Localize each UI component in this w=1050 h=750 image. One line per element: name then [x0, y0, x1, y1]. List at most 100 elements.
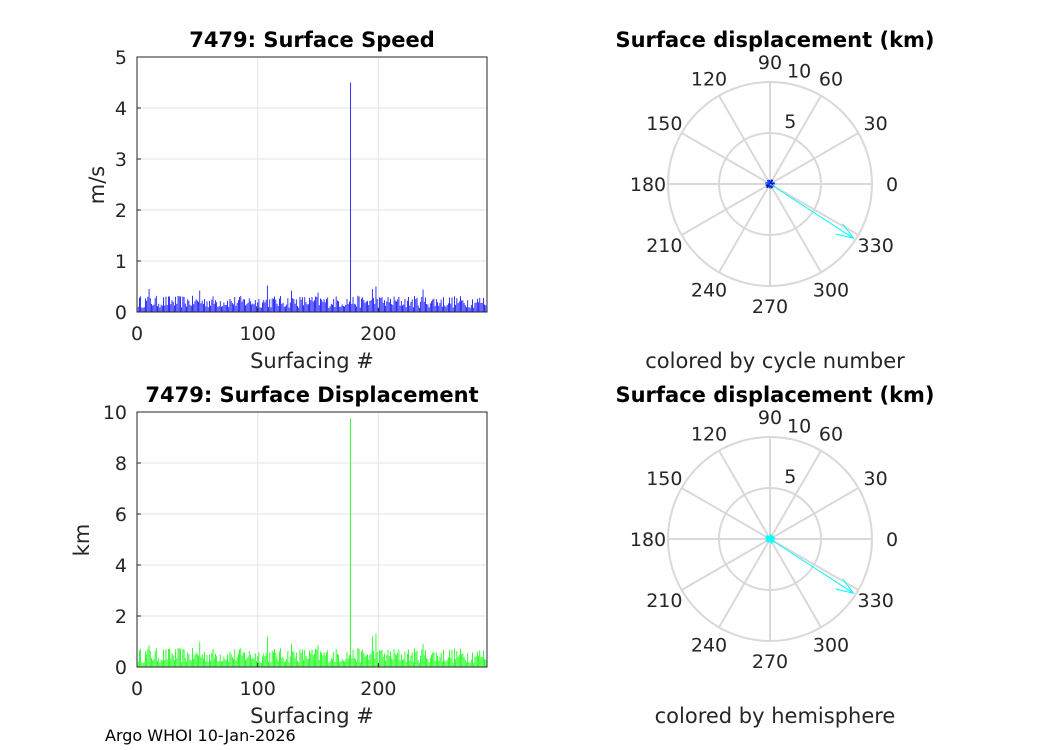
- displacement-axes-background: [137, 412, 487, 667]
- bar: [311, 297, 313, 312]
- bar: [358, 296, 360, 312]
- bar: [309, 650, 310, 667]
- angle-tick-label: 60: [819, 68, 843, 90]
- bar: [306, 304, 308, 312]
- bar: [321, 652, 323, 667]
- angle-tick-label: 120: [691, 68, 727, 90]
- bar: [246, 304, 248, 312]
- bar: [381, 649, 383, 667]
- bar: [396, 655, 397, 667]
- bar: [247, 302, 249, 312]
- bar: [155, 295, 157, 312]
- bar: [287, 298, 289, 312]
- bar: [257, 302, 259, 312]
- bar: [462, 653, 464, 667]
- bar: [417, 305, 419, 312]
- bar: [437, 655, 438, 667]
- bar: [186, 306, 187, 312]
- bar: [160, 304, 162, 312]
- bar: [270, 662, 272, 667]
- bar: [170, 658, 172, 667]
- y-tick-label: 3: [115, 149, 127, 171]
- bar: [264, 656, 266, 667]
- bar: [387, 297, 389, 312]
- bar: [400, 654, 402, 667]
- polar-hemisphere-caption: colored by hemisphere: [655, 704, 896, 728]
- bar: [392, 304, 394, 312]
- bar: [449, 650, 450, 667]
- bar: [209, 300, 210, 312]
- bar: [450, 303, 452, 312]
- bar: [342, 660, 344, 667]
- bar: [265, 299, 267, 312]
- y-tick-label: 0: [115, 657, 127, 679]
- bar: [416, 297, 418, 312]
- angular-gridline: [681, 538, 771, 591]
- bar: [417, 660, 419, 667]
- bar: [379, 650, 380, 667]
- bar: [414, 648, 415, 667]
- bar: [218, 660, 220, 667]
- displacement-title: 7479: Surface Displacement: [145, 383, 478, 407]
- bar: [388, 655, 390, 667]
- bar: [304, 649, 306, 667]
- angular-gridline: [681, 487, 771, 540]
- bar: [451, 650, 453, 667]
- polar-cycle-panel: 0 30 60 90 120 150 180 210 240 270 300 330 5 10 Surfa…: [615, 28, 934, 373]
- x-tick-label: 0: [131, 323, 143, 345]
- bar: [310, 300, 312, 312]
- speed-ticks: 0 100 200 0 1 2 3 4 5: [115, 47, 397, 345]
- bar: [328, 663, 330, 667]
- bar: [460, 296, 461, 312]
- bar: [320, 651, 321, 667]
- bar: [301, 649, 303, 667]
- bar: [189, 659, 191, 667]
- displacement-bars: [137, 418, 488, 667]
- bar: [145, 651, 146, 667]
- bar: [443, 297, 444, 312]
- bar: [380, 650, 382, 667]
- bar: [411, 299, 413, 312]
- bar: [450, 657, 452, 667]
- bar: [256, 306, 257, 312]
- bar: [222, 306, 224, 312]
- bar: [454, 648, 455, 667]
- bar: [470, 305, 472, 312]
- bar: [327, 650, 329, 667]
- bar: [300, 299, 302, 312]
- bar: [333, 652, 335, 667]
- bar: [463, 657, 465, 667]
- bar: [165, 296, 167, 312]
- bar: [199, 641, 201, 667]
- bar: [253, 658, 255, 667]
- bar: [288, 662, 290, 667]
- bar: [355, 658, 356, 667]
- bar: [352, 297, 354, 312]
- y-tick-label: 1: [115, 251, 127, 273]
- bar: [196, 653, 198, 667]
- bar: [451, 297, 453, 312]
- bar: [277, 660, 279, 667]
- bar: [363, 300, 365, 312]
- bar: [176, 303, 178, 312]
- bar: [420, 301, 422, 312]
- bar: [409, 305, 411, 312]
- bar: [350, 418, 352, 667]
- bar: [324, 656, 326, 667]
- bar: [303, 305, 304, 312]
- bar: [320, 298, 321, 312]
- bar: [141, 662, 143, 667]
- bar: [169, 648, 170, 667]
- x-tick-label: 100: [240, 323, 276, 345]
- bar: [170, 304, 172, 312]
- bar: [202, 303, 204, 312]
- bar: [330, 303, 332, 312]
- bar: [359, 662, 361, 667]
- bar: [231, 657, 233, 667]
- angular-gridline: [769, 183, 822, 273]
- bar: [154, 298, 156, 312]
- bar: [322, 301, 324, 312]
- bar: [181, 307, 183, 312]
- bar: [388, 302, 390, 312]
- bar: [376, 298, 378, 312]
